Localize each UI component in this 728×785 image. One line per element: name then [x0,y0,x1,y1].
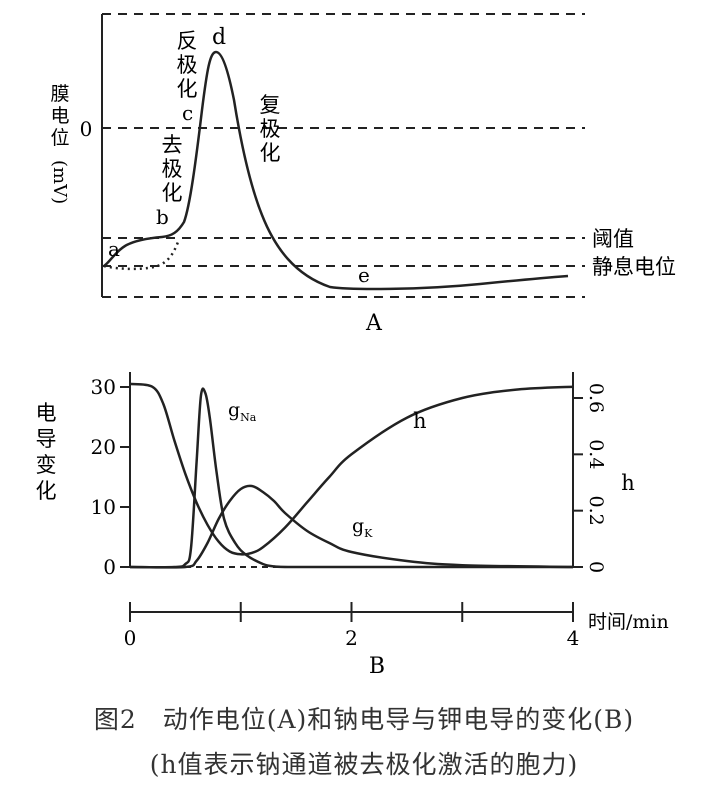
ref-label-resting: 静息电位 [592,255,676,279]
x-axis-label: 时间/min [588,611,669,633]
series-label-gk-main: g [352,515,364,537]
x-axis-ticks: 0 2 4 [124,602,580,650]
right-axis-ticks: 0 0.2 0.4 0.6 [573,383,607,573]
depol-char-1: 去 [162,133,183,157]
phase-label-c: c [182,101,193,125]
phase-label-a: a [108,237,120,261]
series-label-gk-sub: K [364,527,373,540]
label-overshoot: 反 极 化 [177,29,198,101]
panel-a: 0 膜 电 位 (mV) a b c d e 反 极 化 去 极 化 复 极 化… [49,13,676,336]
phase-label-b: b [156,205,169,229]
right-tick-label: 0.4 [585,439,607,469]
overshoot-char-3: 化 [177,77,198,101]
left-tick-label: 30 [91,375,116,399]
repol-char-1: 复 [260,93,281,117]
left-tick-label: 20 [91,435,116,459]
series-label-gna-main: g [228,399,240,421]
panel-a-label: A [365,311,383,336]
y-tick-zero: 0 [80,117,93,141]
panel-b-label: B [369,654,385,679]
x-tick-label: 4 [567,626,580,650]
x-tick-label: 2 [345,626,358,650]
figure-canvas: 0 膜 电 位 (mV) a b c d e 反 极 化 去 极 化 复 极 化… [36,13,676,679]
y-axis-label-left: 电 导 变 化 [36,401,57,503]
series-label-h: h [413,409,427,433]
series-label-gna-sub: Na [240,411,257,424]
series-label-gk: gK [352,515,373,540]
depol-char-3: 化 [162,181,183,205]
y-label-a-char-3: 位 [50,127,69,149]
right-tick-label: 0 [585,561,607,573]
series-layer [129,382,574,569]
left-label-char-1: 电 [36,401,57,425]
left-tick-label: 0 [103,555,116,579]
repol-char-2: 极 [260,117,281,141]
left-tick-label: 10 [91,495,116,519]
series-line-h [129,382,574,556]
overshoot-char-2: 极 [177,53,198,77]
figure-caption-line-2: (h值表示钠通道被去极化激活的胞力) [149,750,579,779]
left-label-char-3: 变 [36,453,57,477]
x-tick-label: 0 [124,626,137,650]
y-label-a-char-2: 电 [50,105,69,127]
series-line-gk [129,484,574,569]
right-tick-label: 0.2 [585,496,607,526]
ref-label-threshold: 阈值 [592,227,634,251]
left-label-char-4: 化 [36,479,57,503]
right-tick-label: 0.6 [585,383,607,413]
repol-char-3: 化 [260,141,281,165]
left-label-char-2: 导 [36,427,57,451]
label-repolarization: 复 极 化 [260,93,281,165]
label-depolarization: 去 极 化 [162,133,183,205]
y-label-a-char-1: 膜 [50,83,69,105]
y-label-a-unit: (mV) [49,160,70,204]
phase-label-e: e [358,263,370,287]
left-axis-ticks: 0 10 20 30 [91,375,130,579]
figure-caption-line-1: 图2 动作电位(A)和钠电导与钾电导的变化(B) [93,705,635,734]
y-axis-label-right: h [621,471,635,495]
series-line-gna [129,387,573,569]
action-potential-curve [103,50,569,291]
overshoot-char-1: 反 [177,29,198,53]
phase-label-d: d [212,25,226,50]
series-label-gna: gNa [228,399,257,424]
y-axis-label-a: 膜 电 位 (mV) [49,83,70,204]
depol-char-2: 极 [162,157,183,181]
